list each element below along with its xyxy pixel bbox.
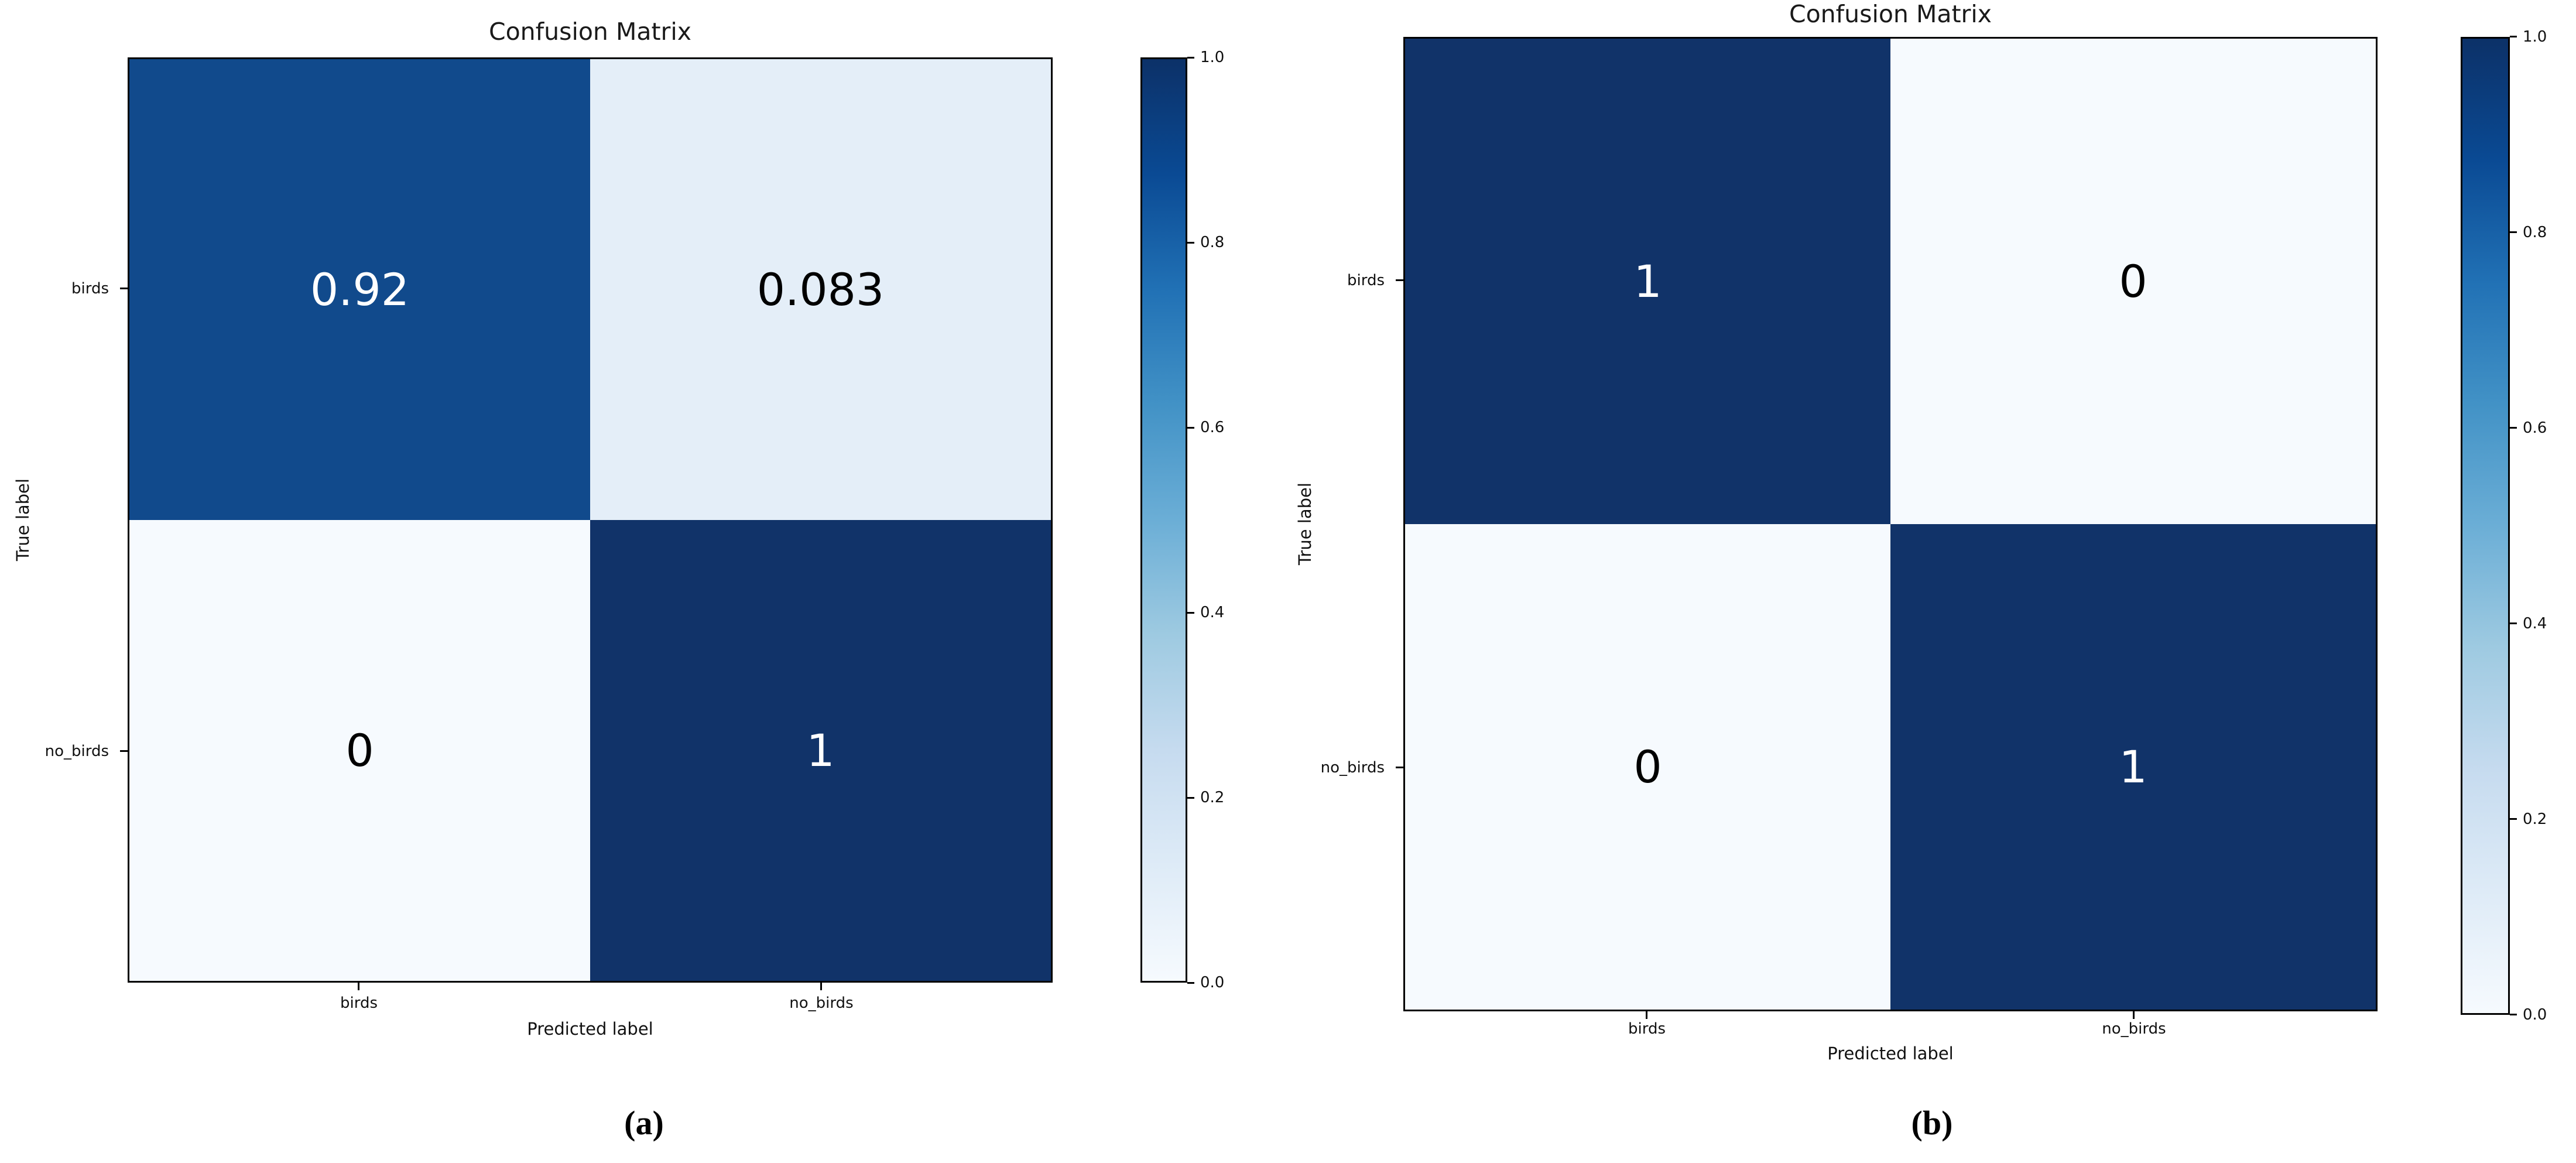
x-tick-mark [2133,1011,2135,1019]
heatmap-plot-b: 1 0 0 1 [1403,37,2378,1011]
colorbar-tick-label: 0.0 [2523,1006,2547,1024]
colorbar-tick-label: 0.8 [2523,224,2547,241]
colorbar-tick-mark [2510,622,2517,624]
colorbar-tick-label: 0.8 [1200,234,1225,251]
cell-value: 0 [2119,255,2147,307]
colorbar-tick-mark [2510,427,2517,429]
caption-b: (b) [1911,1104,1953,1142]
matrix-cell-a-nobirds-birds: 0 [129,520,590,981]
cell-value: 1 [806,724,835,777]
colorbar-tick-label: 0.2 [2523,810,2547,828]
colorbar-tick-label: 1.0 [1200,49,1225,66]
cell-value: 0 [345,724,374,777]
x-tick-label-b-no-birds: no_birds [2102,1020,2166,1038]
colorbar-gradient [2462,39,2508,1013]
x-tick-mark [1646,1011,1647,1019]
colorbar-tick-mark [2510,818,2517,820]
y-tick-label-b-birds: birds [1347,272,1385,289]
colorbar-gradient [1142,59,1186,981]
x-tick-label-a-no-birds: no_birds [789,994,854,1012]
cell-value: 0.92 [310,264,410,316]
caption-a: (a) [624,1104,664,1142]
colorbar-tick-mark [1187,242,1194,244]
colorbar-tick-mark [2510,231,2517,233]
y-tick-mark [120,750,128,752]
colorbar-tick-label: 1.0 [2523,28,2547,46]
x-tick-label-b-birds: birds [1628,1020,1666,1038]
matrix-cell-b-birds-nobirds: 0 [1890,39,2376,524]
cell-value: 1 [1633,255,1662,307]
colorbar-tick-label: 0.6 [2523,419,2547,437]
x-axis-label-a: Predicted label [527,1019,653,1039]
colorbar-tick-label: 0.6 [1200,419,1225,436]
matrix-cell-a-birds-nobirds: 0.083 [590,59,1051,520]
y-tick-mark [120,288,128,289]
colorbar-b [2461,37,2510,1015]
x-tick-label-a-birds: birds [340,994,378,1012]
colorbar-tick-mark [1187,612,1194,614]
matrix-cell-a-nobirds-nobirds: 1 [590,520,1051,981]
y-tick-label-a-no-birds: no_birds [44,743,109,760]
matrix-cell-b-nobirds-birds: 0 [1405,524,1890,1010]
x-axis-label-b: Predicted label [1827,1044,1954,1063]
y-tick-mark [1396,767,1403,768]
cell-value: 1 [2119,741,2147,793]
y-axis-label-b: True label [1295,483,1315,566]
colorbar-tick-mark [1187,797,1194,799]
colorbar-tick-label: 0.4 [1200,604,1225,621]
matrix-cell-b-birds-birds: 1 [1405,39,1890,524]
y-tick-mark [1396,279,1403,281]
colorbar-tick-mark [2510,1014,2517,1015]
x-tick-mark [358,983,359,990]
x-tick-mark [820,983,822,990]
cell-value: 0.083 [756,264,885,316]
colorbar-tick-mark [2510,36,2517,37]
colorbar-tick-mark [1187,427,1194,429]
colorbar-tick-mark [1187,982,1194,984]
matrix-cell-b-nobirds-nobirds: 1 [1890,524,2376,1010]
colorbar-tick-label: 0.0 [1200,974,1225,991]
y-axis-label-a: True label [13,478,33,562]
cell-value: 0 [1633,741,1662,793]
colorbar-tick-mark [1187,57,1194,59]
matrix-cell-a-birds-birds: 0.92 [129,59,590,520]
colorbar-a [1140,57,1187,983]
y-tick-label-a-birds: birds [71,280,109,297]
colorbar-tick-label: 0.2 [1200,789,1225,806]
chart-title-a: Confusion Matrix [488,18,692,46]
chart-title-b: Confusion Matrix [1789,0,1992,28]
heatmap-plot-a: 0.92 0.083 0 1 [128,57,1053,983]
colorbar-tick-label: 0.4 [2523,615,2547,632]
y-tick-label-b-no-birds: no_birds [1320,759,1385,777]
